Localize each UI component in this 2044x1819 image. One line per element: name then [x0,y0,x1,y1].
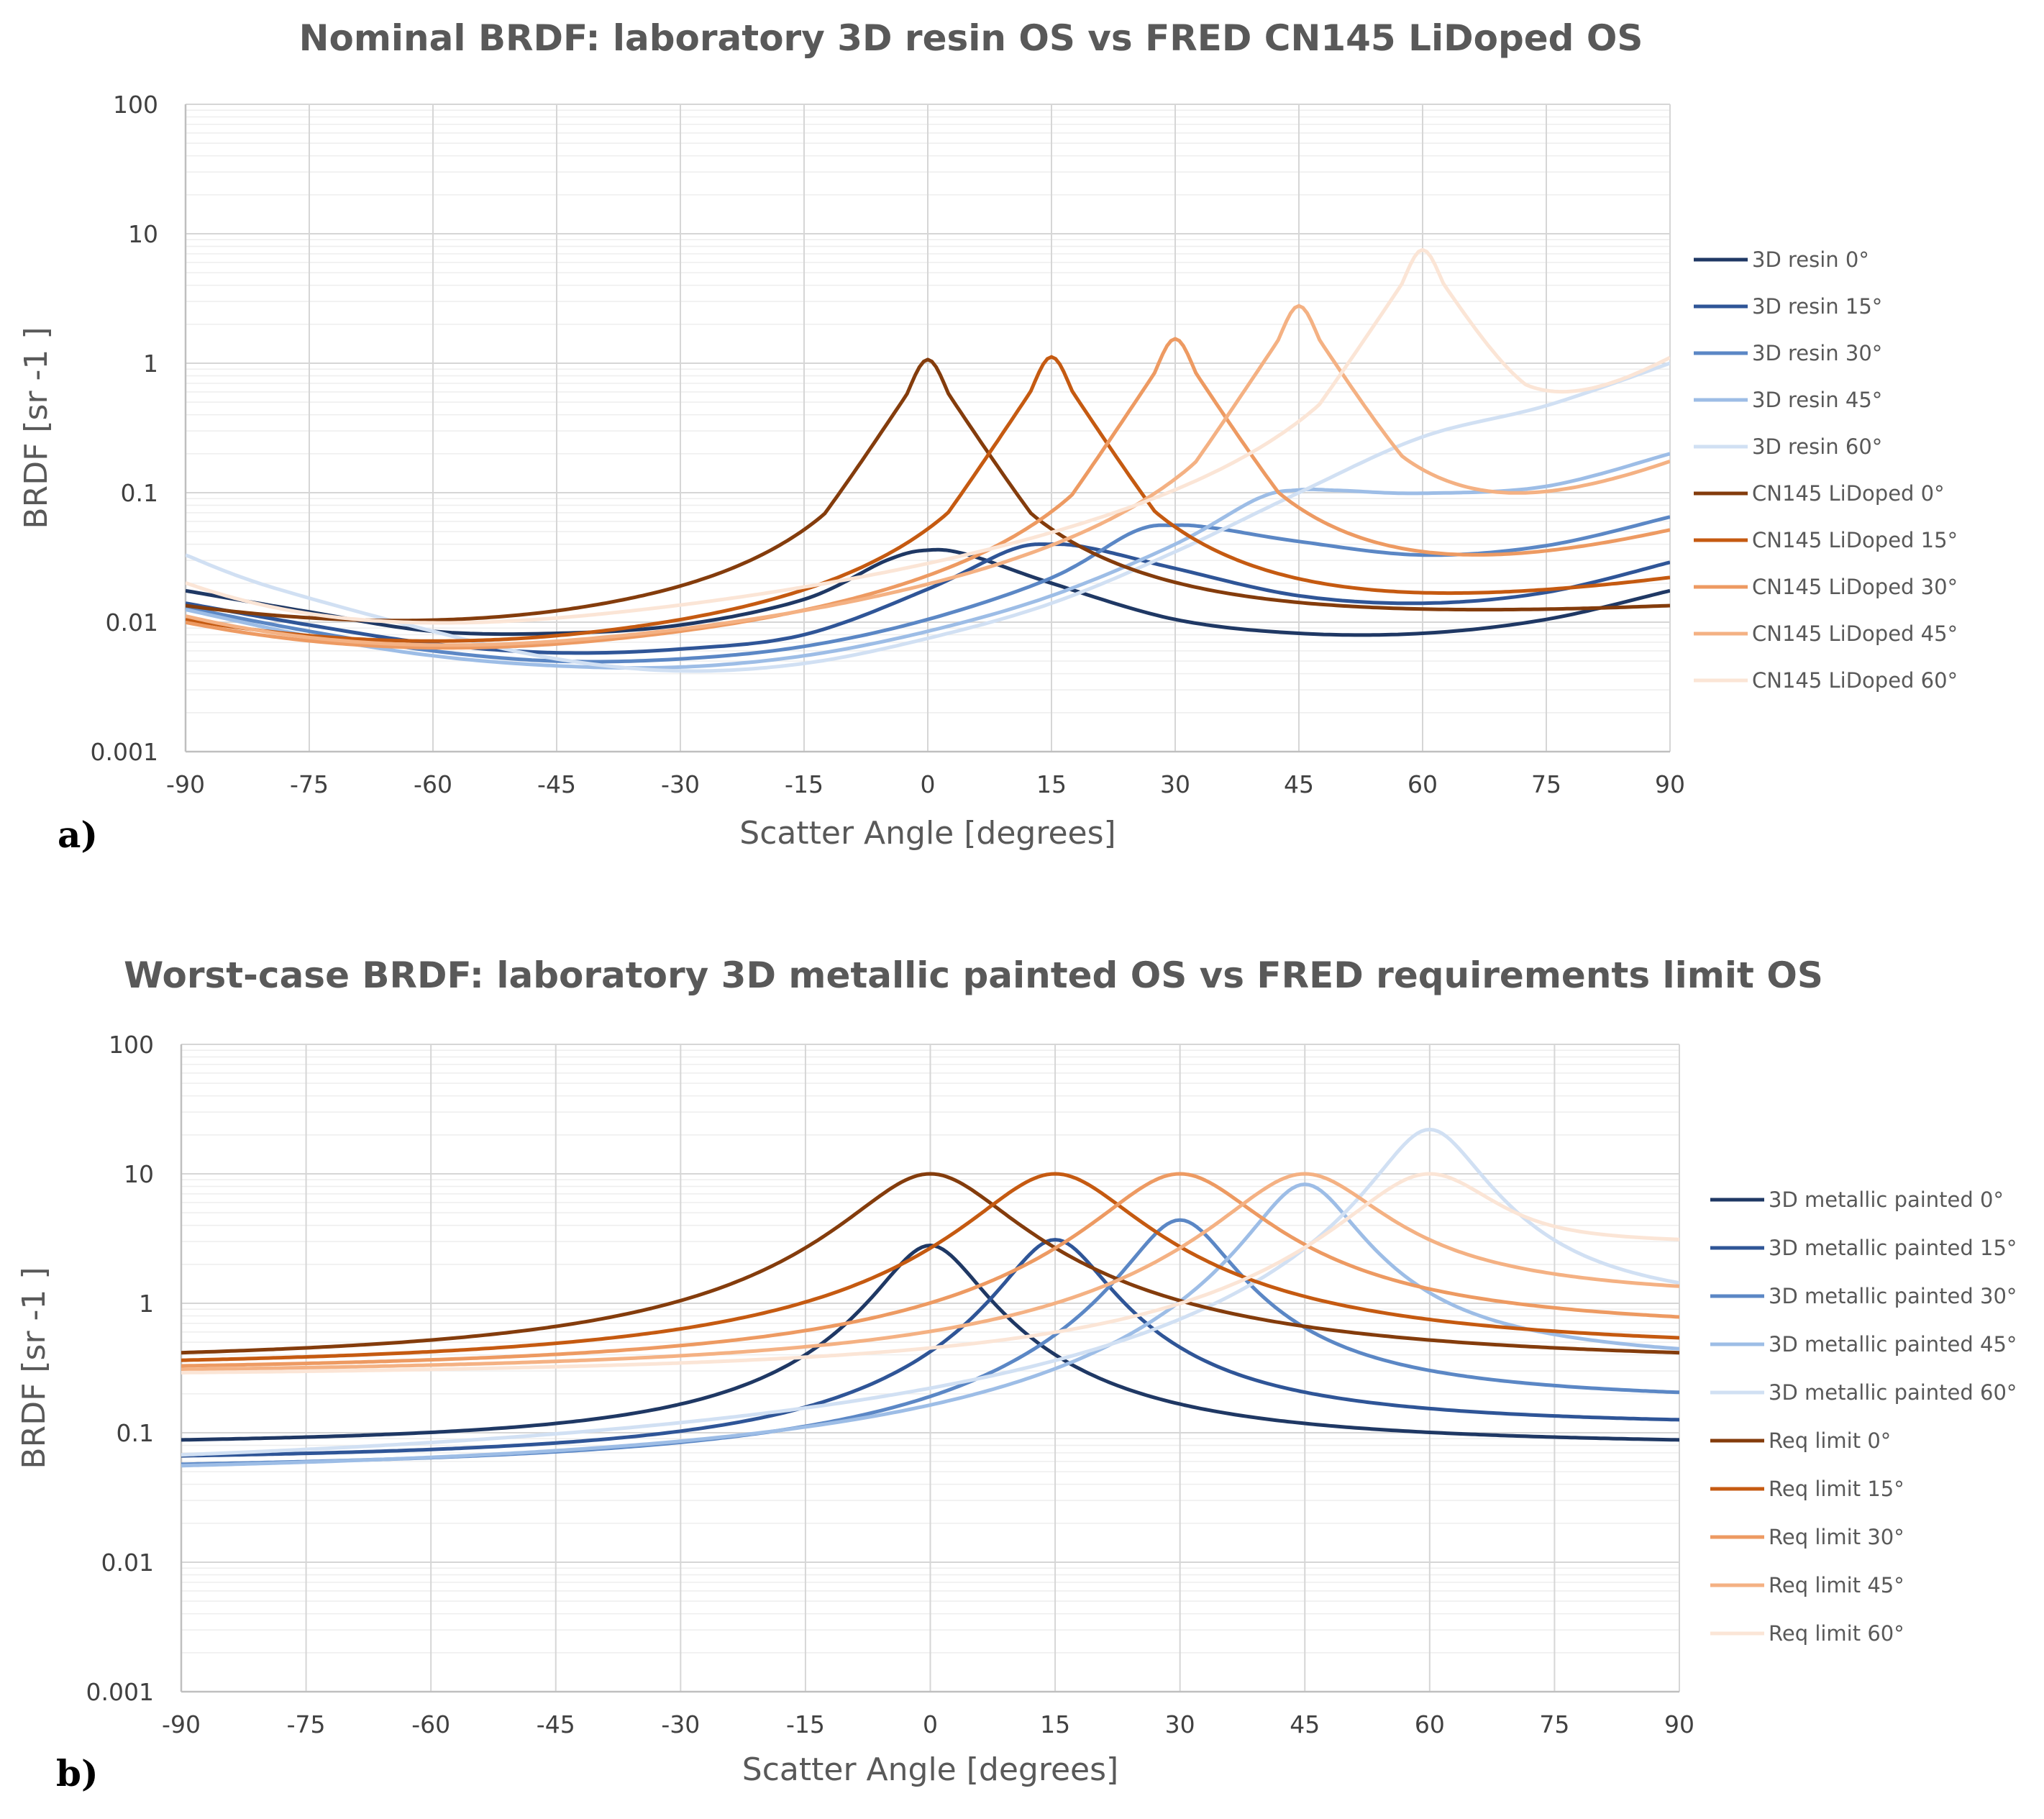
x-tick-label: -15 [786,1710,825,1738]
series-line-5 [181,1127,1679,1457]
legend-label: 3D metallic painted 45° [1769,1332,2017,1357]
legend-label: Req limit 15° [1769,1477,1904,1501]
x-tick-label: 0 [921,770,936,798]
x-tick-label: -45 [537,1710,575,1738]
x-tick-label: 90 [1664,1710,1694,1738]
panel-b-chart: Worst-case BRDF: laboratory 3D metallic … [16,954,2017,1795]
series-lines [186,247,1670,673]
panel-label: a) [58,813,98,856]
chart-title: Worst-case BRDF: laboratory 3D metallic … [124,954,1823,996]
x-tick-label: 15 [1036,770,1067,798]
x-tick-label: 90 [1655,770,1685,798]
series-line-7 [186,355,1670,643]
y-tick-label: 1 [143,350,158,378]
x-tick-label: -15 [785,770,823,798]
x-tick-label: 75 [1539,1710,1569,1738]
legend-label: 3D resin 15° [1752,294,1882,319]
series-line-6 [186,357,1670,623]
legend-label: Req limit 0° [1769,1428,1891,1453]
legend-label: CN145 LiDoped 15° [1752,528,1958,552]
y-tick-label: 0.01 [101,1549,154,1577]
series-line-6 [181,1172,1679,1355]
legend-label: 3D resin 30° [1752,341,1882,365]
x-tick-label: -75 [290,770,329,798]
series-lines [181,1127,1679,1468]
legend-label: 3D metallic painted 15° [1769,1236,2017,1260]
legend: 3D resin 0° 3D resin 15° 3D resin 30° 3D re… [1694,247,1958,693]
series-line-8 [181,1172,1679,1368]
x-tick-label: 30 [1165,1710,1195,1738]
series-line-10 [181,1172,1679,1374]
series-line-1 [181,1244,1679,1442]
x-tick-label: -90 [166,770,205,798]
legend-label: Req limit 45° [1769,1573,1904,1597]
legend-label: CN145 LiDoped 45° [1752,621,1958,646]
x-axis-label: Scatter Angle [degrees] [739,815,1115,852]
x-tick-label: 45 [1290,1710,1320,1738]
x-tick-label: -60 [411,1710,450,1738]
series-line-4 [186,452,1670,670]
y-tick-label: 0.01 [106,608,158,637]
series-line-1 [186,547,1670,637]
y-tick-label: 10 [128,220,158,248]
y-axis-label: BRDF [sr -1 ] [16,1267,53,1469]
legend-label: CN145 LiDoped 30° [1752,575,1958,599]
series-line-8 [186,337,1670,650]
series-line-9 [186,304,1670,647]
y-tick-label: 10 [124,1160,154,1188]
legend: 3D metallic painted 0° 3D metallic painte… [1710,1187,2017,1646]
x-tick-label: -30 [661,770,700,798]
x-tick-label: 60 [1415,1710,1445,1738]
legend-label: 3D resin 0° [1752,247,1869,272]
y-tick-label: 0.001 [91,738,158,766]
panel-label: b) [56,1752,99,1795]
series-line-10 [186,247,1670,625]
x-tick-label: 0 [923,1710,938,1738]
x-tick-label: -75 [287,1710,326,1738]
x-tick-label: 30 [1160,770,1190,798]
legend-label: 3D resin 45° [1752,388,1882,412]
series-line-2 [181,1238,1679,1458]
y-tick-label: 100 [113,91,158,119]
x-tick-label: 60 [1407,770,1438,798]
x-tick-label: -30 [661,1710,700,1738]
x-tick-label: -45 [537,770,576,798]
legend-label: 3D metallic painted 60° [1769,1380,2017,1405]
y-axis-label: BRDF [sr -1 ] [18,327,55,529]
legend-label: 3D metallic painted 0° [1769,1187,2004,1212]
legend-label: CN145 LiDoped 60° [1752,668,1958,693]
panel-a-chart: Nominal BRDF: laboratory 3D resin OS vs … [18,17,1958,856]
series-line-7 [181,1172,1679,1362]
gridlines [181,1044,1680,1692]
legend-label: 3D resin 60° [1752,434,1882,459]
y-tick-label: 0.001 [86,1678,154,1706]
series-line-4 [181,1182,1679,1468]
series-line-5 [186,361,1670,673]
legend-label: 3D metallic painted 30° [1769,1284,2017,1308]
x-tick-label: 75 [1531,770,1561,798]
series-line-3 [186,515,1670,664]
legend-label: Req limit 60° [1769,1621,1904,1646]
x-tick-label: 45 [1284,770,1314,798]
legend-label: CN145 LiDoped 0° [1752,481,1945,506]
y-tick-label: 100 [109,1031,154,1059]
legend-label: Req limit 30° [1769,1525,1904,1549]
chart-title: Nominal BRDF: laboratory 3D resin OS vs … [299,17,1643,59]
x-tick-label: -90 [162,1710,201,1738]
x-tick-label: 15 [1040,1710,1070,1738]
x-axis-label: Scatter Angle [degrees] [742,1751,1118,1788]
y-tick-label: 0.1 [117,1419,154,1447]
y-tick-label: 1 [139,1290,154,1318]
x-tick-label: -60 [414,770,452,798]
series-line-9 [181,1172,1679,1372]
y-tick-label: 0.1 [121,479,158,507]
